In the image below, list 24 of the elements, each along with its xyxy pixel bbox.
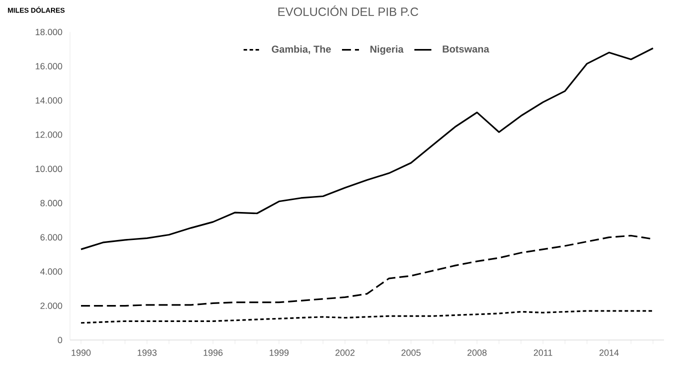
x-tick-label: 2002 xyxy=(335,350,355,356)
legend-label: Nigeria xyxy=(370,45,404,55)
line-series xyxy=(80,47,654,250)
y-tick-label: 14.000 xyxy=(36,97,62,104)
y-tick-label: 16.000 xyxy=(36,63,62,70)
y-tick-label: 2.000 xyxy=(40,302,62,309)
y-tick-label: 12.000 xyxy=(36,131,62,138)
x-tick-label: 1999 xyxy=(270,350,289,356)
x-tick-label: 2011 xyxy=(534,350,552,356)
y-tick-label: 10.000 xyxy=(36,166,62,172)
x-tick-label: 2008 xyxy=(467,350,487,356)
x-tick-label: 1993 xyxy=(138,350,157,356)
chart-title: EVOLUCIÓN DEL PIB P.C xyxy=(278,6,418,16)
x-tick-label: 1990 xyxy=(72,350,91,356)
y-tick-label: 4.000 xyxy=(40,268,62,275)
legend-label: Botswana xyxy=(442,46,490,53)
y-tick-label: 0 xyxy=(58,336,62,344)
y-tick-label: 6.000 xyxy=(40,234,62,241)
y-tick-label: 8.000 xyxy=(40,200,62,206)
x-tick-label: 1996 xyxy=(204,350,223,356)
x-tick-label: 2005 xyxy=(401,350,421,356)
x-tick-label: 2014 xyxy=(599,350,619,356)
legend-label: Gambia, The xyxy=(272,45,331,54)
y-tick-label: 18.000 xyxy=(36,28,62,36)
